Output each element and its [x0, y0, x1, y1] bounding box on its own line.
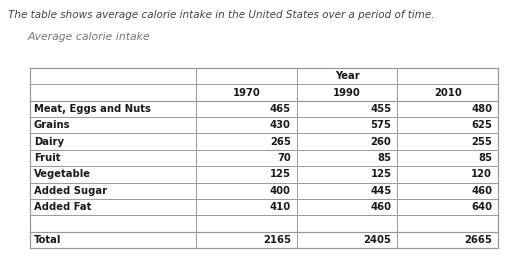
Text: 460: 460 [370, 202, 391, 212]
Text: 460: 460 [471, 186, 492, 196]
Text: Dairy: Dairy [34, 137, 64, 147]
Text: 455: 455 [370, 104, 391, 114]
Text: 255: 255 [471, 137, 492, 147]
Text: 120: 120 [471, 169, 492, 179]
Text: 2405: 2405 [364, 235, 391, 245]
Text: Grains: Grains [34, 120, 71, 130]
Text: 265: 265 [270, 137, 291, 147]
Text: 85: 85 [478, 153, 492, 163]
Text: Added Sugar: Added Sugar [34, 186, 107, 196]
Text: 125: 125 [370, 169, 391, 179]
Text: 575: 575 [371, 120, 391, 130]
Text: 410: 410 [270, 202, 291, 212]
Text: Total: Total [34, 235, 61, 245]
Text: 480: 480 [471, 104, 492, 114]
Text: 125: 125 [270, 169, 291, 179]
Text: 465: 465 [270, 104, 291, 114]
Text: 445: 445 [370, 186, 391, 196]
Text: Added Fat: Added Fat [34, 202, 91, 212]
Text: Meat, Eggs and Nuts: Meat, Eggs and Nuts [34, 104, 151, 114]
Text: The table shows average calorie intake in the United States over a period of tim: The table shows average calorie intake i… [8, 10, 435, 20]
Text: 2010: 2010 [434, 88, 461, 98]
Text: 400: 400 [270, 186, 291, 196]
Text: 430: 430 [270, 120, 291, 130]
Text: 1970: 1970 [232, 88, 260, 98]
Text: 85: 85 [377, 153, 391, 163]
Text: 70: 70 [277, 153, 291, 163]
Text: Vegetable: Vegetable [34, 169, 91, 179]
Text: 640: 640 [471, 202, 492, 212]
Text: 2665: 2665 [464, 235, 492, 245]
Text: 260: 260 [371, 137, 391, 147]
Text: 2165: 2165 [263, 235, 291, 245]
Text: Year: Year [335, 71, 359, 81]
Text: 625: 625 [471, 120, 492, 130]
Text: Fruit: Fruit [34, 153, 60, 163]
Text: Average calorie intake: Average calorie intake [28, 32, 151, 42]
Text: 1990: 1990 [333, 88, 361, 98]
